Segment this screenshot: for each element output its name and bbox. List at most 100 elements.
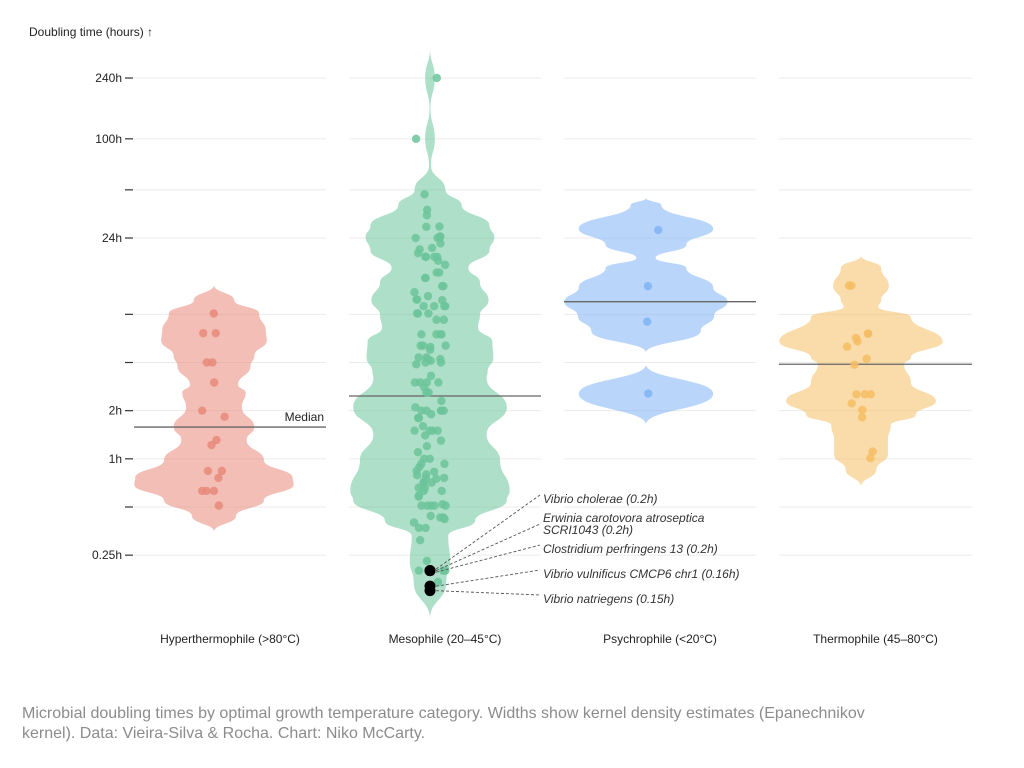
data-point [415, 536, 425, 545]
data-point [422, 211, 432, 220]
data-point [418, 421, 428, 431]
data-point [197, 406, 207, 415]
annotation-label: Vibrio vulnificus CMCP6 chr1 (0.16h) [543, 567, 740, 581]
data-point [418, 341, 428, 350]
data-point [852, 390, 861, 399]
violin-0 [134, 285, 294, 532]
data-point [426, 511, 435, 521]
data-point [434, 378, 443, 387]
data-point [420, 190, 429, 199]
violins [134, 48, 943, 619]
y-tick-label: 240h [95, 71, 122, 85]
data-point [412, 309, 422, 318]
data-point [441, 501, 450, 510]
annotation-leader-line [435, 544, 541, 573]
data-point [412, 471, 422, 480]
annotation-label: Vibrio natriegens (0.15h) [543, 592, 674, 606]
violin-3 [779, 255, 943, 487]
data-point [426, 371, 436, 381]
data-point [654, 225, 663, 235]
data-point [430, 301, 439, 311]
data-point [199, 328, 208, 338]
annotation-label: Erwinia carotovora atroseptica [543, 511, 705, 525]
data-point [413, 413, 423, 423]
facet-label: Hyperthermophile (>80°C) [160, 632, 300, 646]
data-point [437, 486, 446, 496]
data-point [440, 260, 450, 270]
data-point [441, 566, 450, 575]
data-point [435, 222, 444, 231]
y-tick-label: 2h [109, 404, 122, 418]
data-point [217, 466, 227, 476]
data-point [844, 281, 854, 290]
data-point [411, 233, 420, 243]
data-point [423, 291, 433, 301]
data-point [208, 358, 217, 367]
data-point [417, 330, 426, 339]
data-point [414, 523, 424, 533]
highlighted-point [424, 565, 436, 577]
y-tick-label: 1h [109, 452, 122, 466]
annotation-label: SCRI1043 (0.2h) [543, 523, 633, 537]
data-point [857, 413, 867, 422]
chart-caption: Microbial doubling times by optimal grow… [22, 705, 865, 742]
data-point [409, 518, 419, 527]
data-point [211, 328, 220, 338]
data-point [411, 134, 421, 144]
data-point [422, 441, 432, 451]
data-point [850, 360, 859, 370]
data-point [860, 390, 870, 399]
data-point [421, 358, 430, 367]
data-point [437, 396, 446, 406]
data-point [427, 478, 436, 487]
annotation-leader-line [435, 523, 541, 572]
data-point [203, 466, 213, 476]
data-point [412, 295, 421, 304]
data-point [422, 556, 432, 566]
facet-label: Mesophile (20–45°C) [389, 632, 502, 646]
violin-chart: Doubling time (hours) ↑ 240h 100h 24h 2h 1h 0… [29, 25, 972, 646]
data-point [439, 473, 449, 483]
annotation-leader-line [435, 569, 541, 587]
data-point [413, 248, 423, 258]
data-point [420, 431, 430, 440]
data-point [644, 389, 653, 398]
data-point [866, 390, 875, 399]
data-point [643, 317, 652, 326]
highlighted-point [424, 585, 436, 597]
data-point [429, 467, 439, 476]
data-point [441, 341, 450, 350]
data-point [412, 360, 421, 369]
data-point [433, 577, 443, 587]
data-point [439, 281, 448, 291]
data-point [436, 406, 446, 415]
violin-2 [564, 197, 728, 425]
data-point [410, 288, 419, 297]
median-label: Median [285, 410, 324, 424]
annotation-leader-line [435, 590, 541, 596]
data-point [425, 345, 435, 355]
data-point [426, 501, 436, 510]
data-point [439, 315, 448, 324]
annotation-leader-line [435, 494, 541, 570]
data-point [432, 315, 441, 324]
data-point [422, 388, 431, 397]
annotation-label: Vibrio cholerae (0.2h) [543, 492, 658, 506]
data-point [214, 501, 224, 510]
data-point [421, 523, 430, 533]
y-tick-label: 0.25h [92, 548, 122, 562]
data-point [847, 399, 856, 408]
violin-1 [350, 48, 510, 619]
data-point [413, 448, 423, 457]
data-point [410, 426, 419, 435]
medians: Median [134, 301, 972, 428]
data-point [417, 501, 426, 510]
data-point [414, 566, 424, 575]
data-point [202, 486, 211, 496]
data-point [417, 406, 426, 415]
y-axis: 240h 100h 24h 2h 1h 0.25h [92, 71, 133, 562]
data-point [209, 309, 218, 318]
data-point [214, 473, 223, 483]
data-point [432, 73, 442, 83]
data-point [435, 268, 444, 277]
